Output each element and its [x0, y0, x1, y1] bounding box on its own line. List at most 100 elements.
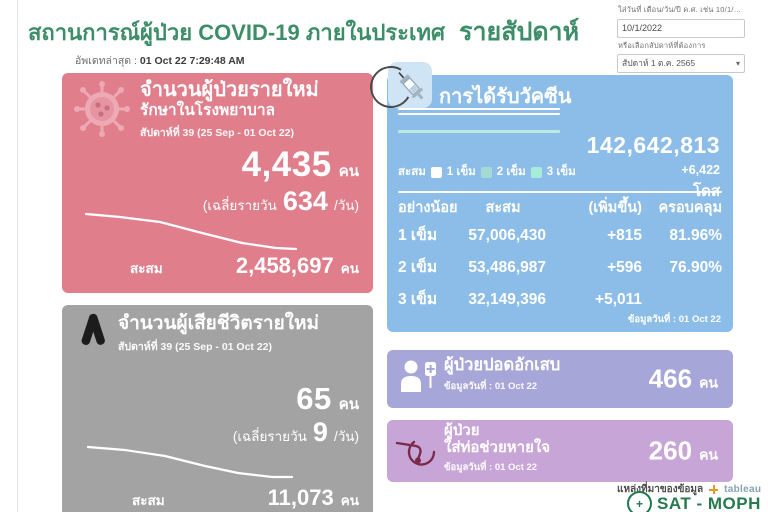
cell-dose: 3 เข็ม	[398, 291, 438, 308]
header-cumulative: สะสม	[485, 200, 521, 216]
header-at-least: อย่างน้อย	[398, 200, 458, 216]
pneumonia-as-of-date: ข้อมูลวันที่ : 01 Oct 22	[444, 381, 538, 392]
cell-coverage: 76.90%	[669, 259, 722, 276]
syringe-icon	[398, 72, 424, 100]
date-input[interactable]	[617, 18, 745, 38]
ventilator-value: 260	[648, 435, 693, 466]
deaths-cumulative-unit: คน	[340, 493, 359, 508]
deaths-week: สัปดาห์ที่ 39 (25 Sep - 01 Oct 22)	[118, 340, 273, 353]
organization-name: SAT - MOPH	[657, 493, 761, 512]
deaths-sparkline	[86, 445, 294, 479]
legend-swatch-dose2	[480, 166, 492, 178]
cell-dose: 2 เข็ม	[398, 259, 438, 276]
ventilator-title-line2: ใส่ท่อช่วยหายใจ	[444, 439, 550, 456]
vaccine-as-of-date: ข้อมูลวันที่ : 01 Oct 22	[627, 314, 721, 325]
page-title-main: สถานการณ์ผู้ป่วย COVID-19 ภายในประเทศ	[28, 20, 445, 45]
vaccine-table-separator	[398, 191, 722, 193]
cell-cumulative: 32,149,396	[468, 291, 546, 308]
legend-label-dose3: 3 เข็ม	[546, 166, 576, 178]
legend-swatch-dose3	[530, 166, 542, 178]
page-title-suffix: รายสัปดาห์	[459, 18, 580, 46]
cell-increase: +5,011	[595, 291, 642, 308]
cell-increase: +815	[607, 227, 642, 244]
deaths-average-row: (เฉลี่ยรายวัน 9 /วัน)	[233, 417, 359, 448]
new-cases-cumulative-label: สะสม	[130, 261, 163, 276]
vaccine-title: การได้รับวัคซีน	[439, 86, 572, 108]
ribbon-icon	[81, 313, 105, 345]
patient-iv-icon	[401, 360, 436, 392]
new-cases-title: จำนวนผู้ป่วยรายใหม่	[140, 79, 319, 101]
vaccine-table: อย่างน้อย สะสม (เพิ่มขึ้น) ครอบคลุม 1 เข…	[387, 196, 733, 318]
pneumonia-unit: คน	[699, 374, 718, 391]
vaccine-card: การได้รับวัคซีน 142,642,813 +6,422 โดส ส…	[365, 61, 733, 332]
cell-increase: +596	[607, 259, 642, 276]
moph-logo-icon: +	[627, 491, 652, 512]
ventilator-card: ผู้ป่วย ใส่ท่อช่วยหายใจ ข้อมูลวันที่ : 0…	[387, 420, 733, 482]
week-parameter-label: หรือเลือกสัปดาห์ที่ต้องการ	[618, 40, 706, 50]
deaths-cumulative-value: 11,073	[267, 485, 334, 510]
vaccine-delta: +6,422	[681, 163, 720, 177]
pneumonia-value: 466	[648, 363, 693, 394]
week-select-value: สัปดาห์ 1 ต.ค. 2565	[622, 58, 696, 68]
header-increase: (เพิ่มขึ้น)	[588, 200, 642, 216]
table-row: 1 เข็ม 57,006,430 +815 81.96%	[387, 222, 733, 254]
pneumonia-value-row: 466 คน	[649, 364, 718, 395]
parameter-controls: ใส่วันที่ เดือน/วัน/ปี ค.ศ. เช่น 10/1/20…	[617, 2, 745, 73]
vaccine-legend: สะสม 1 เข็ม 2 เข็ม 3 เข็ม	[398, 163, 576, 181]
vaccine-line-dose2	[398, 113, 560, 115]
new-cases-avg-value: 634	[282, 186, 328, 216]
new-cases-cumulative-unit: คน	[340, 261, 359, 276]
new-cases-value: 4,435	[241, 145, 332, 184]
cell-coverage: 81.96%	[669, 227, 722, 244]
deaths-cumulative-label: สะสม	[132, 493, 165, 508]
organization-row: + SAT - MOPH	[627, 491, 761, 512]
cell-cumulative: 57,006,430	[468, 227, 546, 244]
intubation-icon	[395, 440, 436, 466]
deaths-cumulative-row: สะสม 11,073 คน	[62, 485, 359, 511]
new-cases-avg-suffix: /วัน)	[333, 198, 359, 213]
page-title: สถานการณ์ผู้ป่วย COVID-19 ภายในประเทศ รา…	[28, 12, 579, 52]
date-parameter-label: ใส่วันที่ เดือน/วัน/ปี ค.ศ. เช่น 10/1/20…	[618, 5, 743, 14]
new-cases-avg-prefix: (เฉลี่ยรายวัน	[202, 198, 277, 213]
ventilator-as-of-date: ข้อมูลวันที่ : 01 Oct 22	[444, 462, 538, 473]
deaths-title: จำนวนผู้เสียชีวิตรายใหม่	[118, 313, 320, 334]
ventilator-unit: คน	[699, 446, 718, 463]
vaccine-table-header: อย่างน้อย สะสม (เพิ่มขึ้น) ครอบคลุม	[387, 196, 733, 222]
new-cases-average-row: (เฉลี่ยรายวัน 634 /วัน)	[203, 186, 359, 217]
new-cases-value-row: 4,435 คน	[242, 145, 359, 185]
new-cases-card: จำนวนผู้ป่วยรายใหม่ รักษาในโรงพยาบาล สัป…	[62, 73, 373, 293]
virus-icon	[74, 81, 130, 137]
new-cases-sparkline	[84, 212, 298, 251]
legend-swatch-dose1	[430, 166, 442, 178]
pneumonia-title: ผู้ป่วยปอดอักเสบ	[444, 356, 561, 374]
last-updated-label: อัพเดทล่าสุด :	[75, 55, 137, 67]
deaths-value-row: 65 คน	[296, 381, 359, 417]
deaths-avg-suffix: /วัน)	[333, 429, 359, 444]
deaths-avg-value: 9	[312, 417, 328, 447]
deaths-value: 65	[296, 381, 332, 416]
vaccine-line-dose1	[398, 108, 560, 110]
deaths-card: จำนวนผู้เสียชีวิตรายใหม่ สัปดาห์ที่ 39 (…	[62, 305, 373, 512]
new-cases-subtitle: รักษาในโรงพยาบาล	[140, 102, 276, 119]
header-coverage: ครอบคลุม	[658, 200, 722, 216]
tableau-icon	[709, 485, 719, 494]
table-row: 3 เข็ม 32,149,396 +5,011	[387, 286, 733, 318]
legend-label-dose1: 1 เข็ม	[446, 166, 476, 178]
data-source-row: แหล่งที่มาของข้อมูล tableau	[617, 482, 761, 497]
deaths-unit: คน	[338, 396, 359, 413]
ventilator-title-line1: ผู้ป่วย	[444, 422, 480, 439]
new-cases-week: สัปดาห์ที่ 39 (25 Sep - 01 Oct 22)	[140, 126, 295, 139]
legend-label-dose2: 2 เข็ม	[496, 166, 526, 178]
week-select[interactable]: สัปดาห์ 1 ต.ค. 2565 ▾	[617, 53, 745, 73]
vaccine-total: 142,642,813	[586, 132, 720, 158]
tableau-wordmark: tableau	[724, 484, 762, 495]
new-cases-cumulative-row: สะสม 2,458,697 คน	[62, 253, 359, 279]
vaccine-legend-label: สะสม	[398, 166, 426, 178]
cell-cumulative: 53,486,987	[468, 259, 546, 276]
ventilator-value-row: 260 คน	[649, 436, 718, 467]
new-cases-cumulative-value: 2,458,697	[235, 253, 334, 278]
cell-dose: 1 เข็ม	[398, 227, 438, 244]
new-cases-unit: คน	[338, 163, 359, 180]
page-left-border	[17, 0, 18, 512]
